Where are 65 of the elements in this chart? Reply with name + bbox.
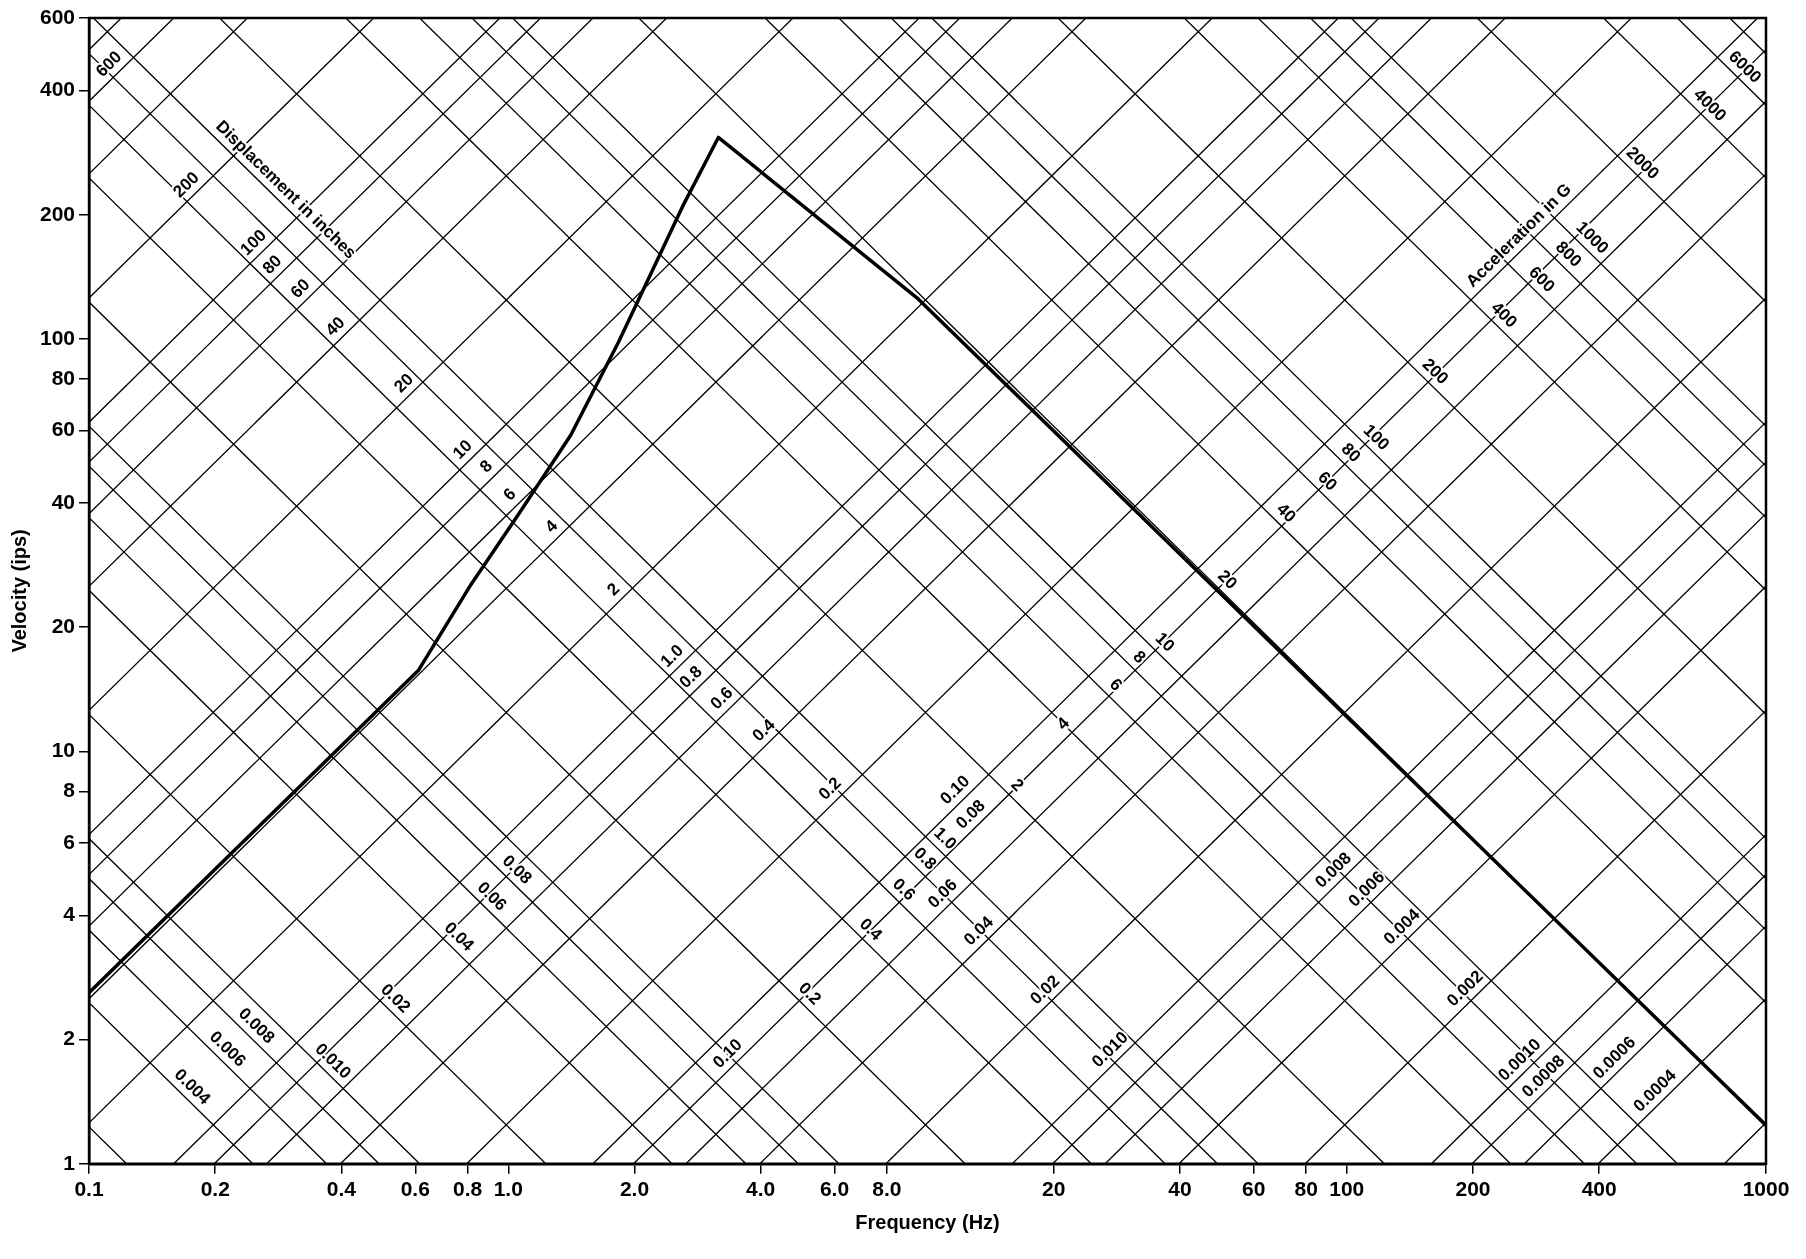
- y-tick-label: 80: [51, 365, 76, 389]
- annotation: 600: [91, 47, 126, 81]
- annotation: 0.2: [794, 978, 826, 1009]
- annotation: 60: [1314, 467, 1342, 495]
- x-tick-label: 0.4: [326, 1177, 357, 1201]
- x-tick-label: 2.0: [619, 1177, 650, 1201]
- annotation: 0.06: [923, 875, 961, 912]
- y-tick-label: 4: [63, 902, 76, 926]
- x-tick-label: 0.6: [400, 1177, 430, 1201]
- annotation: 60: [286, 275, 314, 302]
- annotation: 4: [541, 515, 562, 537]
- x-tick-label: 1000: [1742, 1177, 1790, 1201]
- x-axis-title: Frequency (Hz): [855, 1210, 1000, 1233]
- y-tick-label: 60: [51, 417, 76, 441]
- y-tick-label: 2: [63, 1026, 76, 1050]
- annotation: 0.2: [814, 773, 845, 804]
- annotation: 10: [1151, 628, 1179, 656]
- annotation: 40: [321, 312, 349, 340]
- x-tick-label: 0.2: [200, 1177, 230, 1201]
- annotation: 8: [476, 456, 497, 477]
- x-tick-label: 100: [1329, 1177, 1365, 1201]
- x-tick-label: 60: [1242, 1177, 1266, 1201]
- x-tick-label: 0.8: [453, 1177, 483, 1201]
- x-tick-label: 1.0: [493, 1177, 523, 1201]
- annotation: 2: [1007, 774, 1028, 795]
- y-tick-label: 10: [51, 738, 76, 762]
- annotation: 40: [1272, 499, 1300, 527]
- annotation: 0.10: [708, 1035, 746, 1072]
- annotation: 200: [1418, 354, 1453, 389]
- annotation: 20: [390, 369, 417, 397]
- annotation: 4: [1052, 713, 1074, 734]
- y-tick-label: 200: [39, 201, 76, 225]
- x-tick-label: 400: [1581, 1177, 1617, 1201]
- y-tick-label: 6: [63, 829, 76, 853]
- x-tick-label: 8.0: [872, 1177, 902, 1201]
- annotation: 10: [449, 435, 476, 463]
- annotation: 6: [499, 484, 520, 505]
- annotation: 0.6: [889, 874, 920, 905]
- annotation: 80: [258, 251, 286, 278]
- annotation: 400: [1487, 297, 1521, 332]
- y-axis-title: Velocity (ips): [7, 529, 30, 653]
- x-tick-label: 20: [1042, 1177, 1066, 1201]
- annotation: 20: [1214, 566, 1242, 593]
- annotation: 8: [1129, 646, 1150, 668]
- annotation: 0.4: [748, 714, 780, 746]
- x-tick-label: 40: [1168, 1177, 1192, 1201]
- y-tick-label: 400: [39, 77, 76, 101]
- y-tick-label: 8: [63, 778, 76, 802]
- y-tick-label: 1: [63, 1150, 76, 1174]
- y-tick-label: 600: [39, 4, 76, 28]
- annotation: 0.8: [910, 843, 941, 874]
- annotation: 200: [169, 167, 203, 202]
- annotation: 2: [603, 579, 624, 600]
- y-tick-label: 20: [51, 614, 76, 638]
- y-tick-label: 100: [39, 325, 76, 349]
- x-tick-label: 80: [1294, 1177, 1318, 1201]
- annotation: 0.4: [855, 914, 887, 945]
- annotation: 6: [1105, 674, 1127, 695]
- y-tick-label: 40: [51, 489, 76, 513]
- annotation: 0.6: [706, 682, 737, 714]
- x-tick-label: 4.0: [746, 1177, 776, 1201]
- annotation: 0.06: [473, 877, 511, 915]
- x-tick-label: 0.1: [74, 1177, 104, 1201]
- x-tick-label: 200: [1455, 1177, 1491, 1201]
- x-tick-label: 6.0: [819, 1177, 850, 1201]
